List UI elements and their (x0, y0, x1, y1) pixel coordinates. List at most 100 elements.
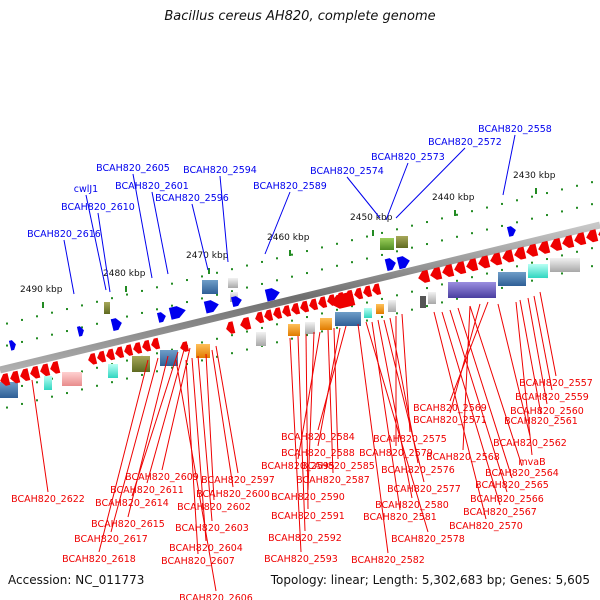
gene-label[interactable]: BCAH820_2584 (281, 432, 355, 443)
reverse-gene-arrow[interactable] (453, 261, 467, 275)
gene-label[interactable]: BCAH820_2601 (115, 181, 189, 192)
reverse-gene-arrow[interactable] (329, 291, 356, 310)
reverse-gene-arrow[interactable] (19, 368, 31, 382)
reverse-gene-arrow[interactable] (105, 348, 116, 362)
reverse-gene-arrow[interactable] (225, 321, 236, 335)
gene-label[interactable]: BCAH820_2577 (387, 484, 461, 495)
reverse-gene-arrow[interactable] (39, 363, 51, 377)
gene-label[interactable]: BCAH820_2590 (271, 492, 345, 503)
gene-label[interactable]: BCAH820_2618 (62, 554, 136, 565)
gene-label[interactable]: BCAH820_2567 (463, 507, 537, 518)
gene-label[interactable]: BCAH820_2603 (175, 523, 249, 534)
reverse-gene-arrow[interactable] (290, 302, 301, 316)
gene-label[interactable]: BCAH820_2591 (271, 511, 345, 522)
gene-label[interactable]: BCAH820_2568 (426, 452, 500, 463)
reverse-gene-arrow[interactable] (501, 249, 515, 264)
gene-label[interactable]: BCAH820_2616 (27, 229, 101, 240)
gene-label[interactable]: BCAH820_2614 (95, 498, 169, 509)
gene-label[interactable]: BCAH820_2565 (475, 480, 549, 491)
reverse-gene-arrow[interactable] (429, 266, 443, 281)
forward-gene-arrow[interactable] (230, 295, 243, 308)
forward-gene-arrow[interactable] (203, 299, 220, 314)
reverse-gene-arrow[interactable] (362, 285, 373, 298)
reverse-gene-arrow[interactable] (585, 229, 599, 243)
reverse-gene-arrow[interactable] (141, 339, 152, 353)
gene-label[interactable]: BCAH820_2573 (371, 152, 445, 163)
gene-label[interactable]: BCAH820_2587 (296, 475, 370, 486)
gene-label[interactable]: BCAH820_2570 (449, 521, 523, 532)
gene-label[interactable]: BCAH820_2597 (201, 475, 275, 486)
reverse-gene-arrow[interactable] (561, 235, 575, 249)
gene-label[interactable]: BCAH820_2562 (493, 438, 567, 449)
forward-gene-arrow[interactable] (110, 317, 124, 332)
gene-label[interactable]: BCAH820_2611 (110, 485, 184, 496)
reverse-gene-arrow[interactable] (549, 237, 563, 252)
reverse-gene-arrow[interactable] (489, 252, 503, 266)
reverse-gene-arrow[interactable] (299, 300, 310, 314)
gene-label[interactable]: BCAH820_2579 (359, 448, 433, 459)
gene-label[interactable]: BCAH820_2604 (169, 543, 243, 554)
gene-label[interactable]: BCAH820_2609 (125, 472, 199, 483)
forward-gene-arrow[interactable] (168, 304, 187, 320)
forward-gene-arrow[interactable] (506, 225, 517, 237)
reverse-gene-arrow[interactable] (49, 361, 61, 375)
gene-label[interactable]: BCAH820_2589 (253, 181, 327, 192)
reverse-gene-arrow[interactable] (150, 337, 161, 351)
gene-label[interactable]: BCAH820_2596 (155, 193, 229, 204)
gene-label[interactable]: BCAH820_2588 (281, 448, 355, 459)
gene-label[interactable]: BCAH820_2615 (91, 519, 165, 530)
reverse-gene-arrow[interactable] (254, 311, 265, 325)
gene-label[interactable]: BCAH820_2595 (261, 461, 335, 472)
gene-label[interactable]: BCAH820_2606 (179, 593, 253, 600)
forward-gene-arrow[interactable] (264, 287, 281, 302)
gene-label[interactable]: BCAH820_2571 (413, 415, 487, 426)
gene-label[interactable]: BCAH820_2607 (161, 556, 235, 567)
gene-label[interactable]: BCAH820_2585 (301, 461, 375, 472)
gene-label[interactable]: BCAH820_2594 (183, 165, 257, 176)
gene-label[interactable]: BCAH820_2572 (428, 137, 502, 148)
reverse-gene-arrow[interactable] (123, 344, 134, 357)
gene-label[interactable]: BCAH820_2592 (268, 533, 342, 544)
forward-gene-arrow[interactable] (76, 325, 85, 337)
reverse-gene-arrow[interactable] (281, 305, 292, 318)
gene-label[interactable]: BCAH820_2593 (264, 554, 338, 565)
reverse-gene-arrow[interactable] (29, 365, 41, 380)
reverse-gene-arrow[interactable] (308, 298, 319, 312)
reverse-gene-arrow[interactable] (537, 240, 551, 255)
reverse-gene-arrow[interactable] (573, 232, 587, 246)
reverse-gene-arrow[interactable] (179, 341, 190, 353)
gene-label[interactable]: BCAH820_2569 (413, 403, 487, 414)
reverse-gene-arrow[interactable] (371, 283, 382, 296)
gene-label[interactable]: BCAH820_2622 (11, 494, 85, 505)
reverse-gene-arrow[interactable] (317, 296, 328, 309)
forward-gene-arrow[interactable] (396, 255, 411, 270)
gene-label[interactable]: BCAH820_2605 (96, 163, 170, 174)
reverse-gene-arrow[interactable] (132, 342, 143, 355)
gene-label[interactable]: BCAH820_2557 (519, 378, 593, 389)
reverse-gene-arrow[interactable] (353, 287, 364, 301)
reverse-gene-arrow[interactable] (114, 346, 125, 359)
gene-label[interactable]: mvaB (518, 457, 545, 468)
reverse-gene-arrow[interactable] (263, 309, 274, 322)
gene-label[interactable]: BCAH820_2564 (485, 468, 559, 479)
gene-label[interactable]: BCAH820_2578 (391, 534, 465, 545)
gene-label[interactable]: BCAH820_2574 (310, 166, 384, 177)
reverse-gene-arrow[interactable] (465, 258, 479, 272)
reverse-gene-arrow[interactable] (272, 307, 283, 320)
gene-label[interactable]: BCAH820_2560 (510, 406, 584, 417)
reverse-gene-arrow[interactable] (87, 352, 98, 366)
reverse-gene-arrow[interactable] (477, 255, 491, 269)
forward-gene-arrow[interactable] (8, 339, 17, 351)
gene-label[interactable]: BCAH820_2602 (177, 502, 251, 513)
reverse-gene-arrow[interactable] (417, 269, 431, 284)
gene-label[interactable]: BCAH820_2582 (351, 555, 425, 566)
reverse-gene-arrow[interactable] (0, 373, 11, 387)
reverse-gene-arrow[interactable] (9, 370, 21, 385)
reverse-gene-arrow[interactable] (513, 246, 527, 261)
gene-label[interactable]: BCAH820_2581 (363, 512, 437, 523)
forward-gene-arrow[interactable] (384, 257, 398, 272)
gene-label[interactable]: BCAH820_2559 (515, 392, 589, 403)
reverse-gene-arrow[interactable] (239, 316, 252, 331)
reverse-gene-arrow[interactable] (441, 264, 455, 278)
